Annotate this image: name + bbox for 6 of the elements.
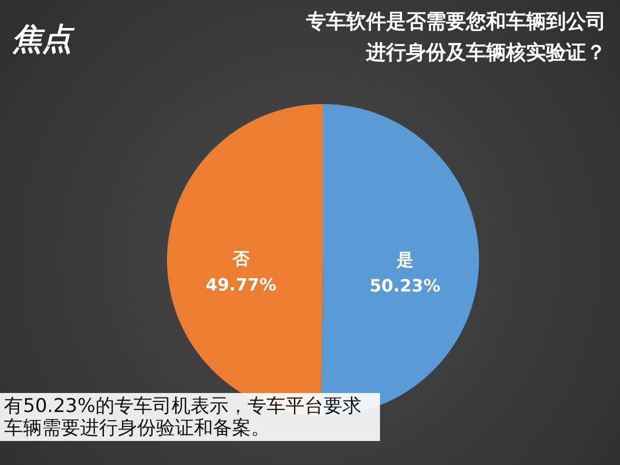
data-label: 50.23% xyxy=(370,276,440,297)
chart-title: 专车软件是否需要您和车辆到公司进行身份及车辆核实验证？ xyxy=(306,8,606,66)
slice-label: 否 xyxy=(232,249,250,270)
data-label: 49.77% xyxy=(206,275,276,296)
slice-label: 是 xyxy=(396,250,414,271)
text: 有50.23%的专车司机表示，专车平台要求车辆需要进行身份验证和备案。 xyxy=(0,393,380,441)
